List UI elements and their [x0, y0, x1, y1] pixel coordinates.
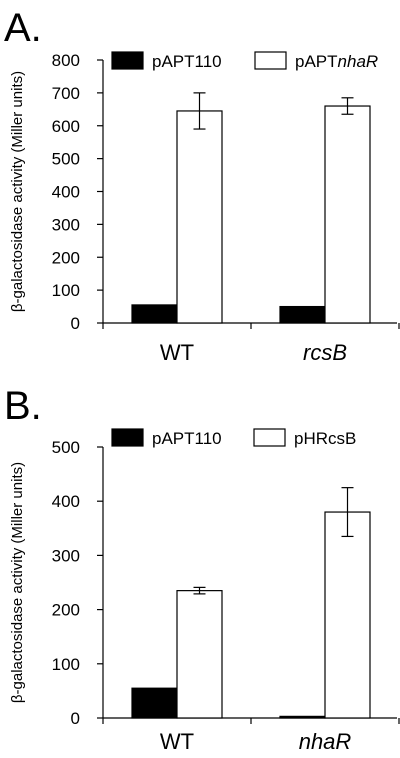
legend-label: pHRcsB [294, 429, 356, 448]
panel-b-letter: B. [4, 384, 42, 428]
bar-a-WT-pAPT110 [131, 304, 178, 324]
bar-b-WT-pAPT110 [131, 687, 178, 719]
y-tick-label: 400 [52, 183, 80, 202]
y-tick-label: 300 [52, 546, 80, 565]
legend-label: pAPT110 [152, 52, 222, 71]
y-tick-label: 700 [52, 84, 80, 103]
x-category-label: WT [160, 340, 194, 365]
y-tick-label: 100 [52, 655, 80, 674]
panel-a: A. 0 100 200 300 400 500 600 700 800 β-galactosid… [4, 6, 400, 365]
legend-swatch [253, 428, 286, 447]
legend-label: pAPTnhaR [295, 52, 378, 71]
panel-b: B. 0 100 200 300 400 500 β-galactosidase activ… [0, 380, 400, 758]
legend-swatch [111, 51, 144, 70]
y-tick-label: 200 [52, 248, 80, 267]
legend-swatch [254, 51, 287, 70]
y-axis-label-a: β-galactosidase activity (Miller units) [9, 71, 26, 312]
y-tick-label: 200 [52, 601, 80, 620]
y-tick-label: 500 [52, 150, 80, 169]
panel-a-letter: A. [4, 6, 42, 50]
y-tick-label: 500 [52, 438, 80, 457]
y-tick-label: 800 [52, 51, 80, 70]
bar-b-WT-pHRcsB [176, 590, 223, 719]
chart-b: 0 100 200 300 400 500 β-galactosidase activity… [9, 428, 400, 754]
bar-a-rcsB-pAPT110 [279, 305, 326, 324]
x-category-label: nhaR [299, 729, 352, 754]
bar-b-nhaR-pHRcsB [324, 511, 371, 719]
y-axis-label-b: β-galactosidase activity (Miller units) [9, 462, 26, 703]
bar-b-nhaR-pAPT110 [279, 715, 326, 719]
legend-label: pAPT110 [152, 429, 222, 448]
y-tick-label: 0 [71, 314, 80, 333]
y-tick-label: 100 [52, 281, 80, 300]
y-tick-label: 300 [52, 215, 80, 234]
chart-a: 0 100 200 300 400 500 600 700 800 β-galactosidase… [9, 51, 400, 365]
y-tick-label: 400 [52, 492, 80, 511]
y-tick-label: 600 [52, 117, 80, 136]
y-tick-label: 0 [71, 709, 80, 728]
bar-a-WT-pAPTnhaR [176, 110, 223, 324]
bar-a-rcsB-pAPTnhaR [324, 105, 371, 324]
x-category-label: WT [160, 729, 194, 754]
legend-swatch [111, 428, 144, 447]
x-category-label: rcsB [303, 340, 347, 365]
